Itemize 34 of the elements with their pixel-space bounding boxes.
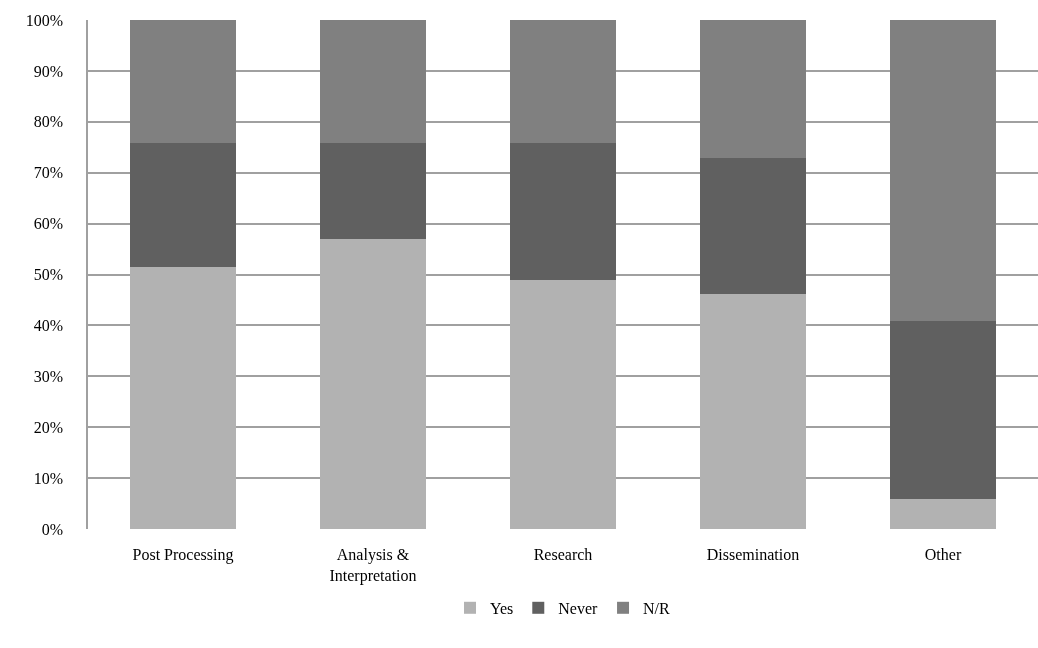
bar (699, 157, 807, 295)
legend-label: Never (558, 600, 599, 618)
bar (129, 143, 237, 267)
bar (889, 499, 997, 529)
legend-label: N/R (643, 600, 671, 618)
y-tick-label: 40% (33, 317, 64, 334)
bar (889, 20, 997, 322)
bar (129, 20, 237, 144)
y-tick-label: 50% (33, 266, 64, 284)
legend-label: Yes (490, 600, 514, 618)
bar (319, 143, 427, 239)
bar (889, 321, 997, 500)
x-tick-label: Analysis & Interpretation (329, 546, 417, 585)
x-tick-label: Other (924, 546, 962, 563)
bar (699, 294, 807, 529)
y-tick-label: 90% (33, 62, 64, 80)
y-tick-label: 30% (33, 367, 64, 385)
x-tick-label: Research (533, 546, 593, 563)
bar (129, 266, 237, 529)
bar (509, 142, 617, 281)
bar (319, 238, 427, 529)
y-tick-label: 20% (33, 418, 64, 436)
y-tick-label: 10% (33, 469, 64, 487)
x-tick-label: Post Processing (132, 546, 234, 564)
y-tick-label: 100% (25, 11, 64, 29)
bar (319, 20, 427, 144)
bar (699, 20, 807, 158)
y-tick-label: 0% (41, 520, 64, 538)
bar (509, 280, 617, 529)
y-tick-label: 60% (33, 215, 64, 233)
bar (509, 20, 617, 143)
y-tick-label: 70% (33, 164, 64, 182)
y-tick-label: 80% (33, 113, 64, 131)
x-tick-label: Dissemination (706, 546, 800, 563)
